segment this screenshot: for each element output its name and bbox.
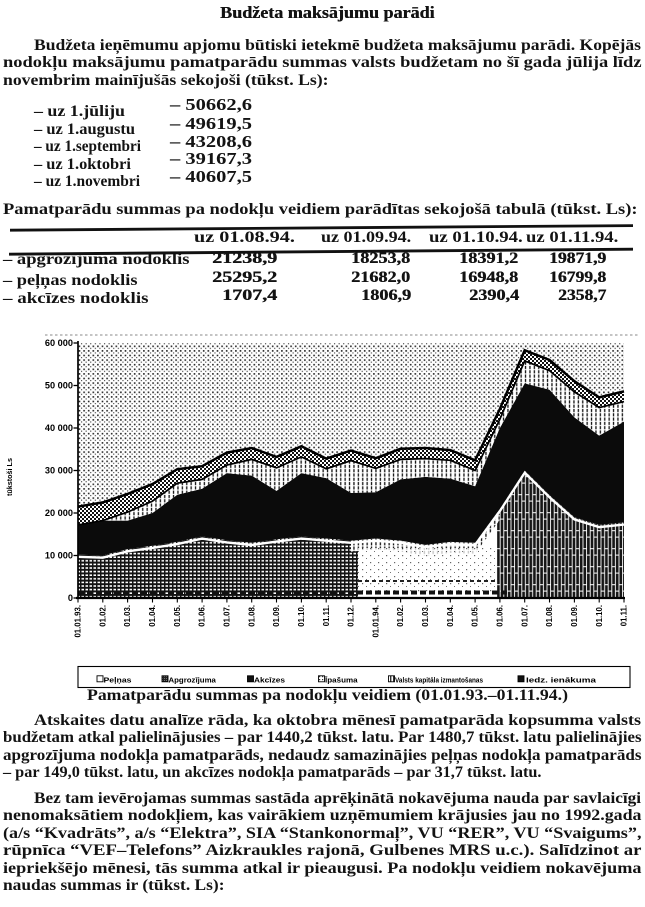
svg-text:tūkstoši Ls: tūkstoši Ls xyxy=(5,458,14,496)
svg-text:01.02.: 01.02. xyxy=(396,605,405,627)
svg-text:Peļņas: Peļņas xyxy=(104,675,132,684)
svg-text:01.06.: 01.06. xyxy=(496,605,505,627)
svg-text:Iedz. ienākuma: Iedz. ienākuma xyxy=(526,675,597,684)
svg-text:01.04.: 01.04. xyxy=(446,605,455,627)
svg-text:01.07.: 01.07. xyxy=(223,605,232,627)
svg-text:01.01.93.: 01.01.93. xyxy=(74,605,83,638)
svg-text:Akcīzes: Akcīzes xyxy=(254,675,285,684)
svg-text:01.12.: 01.12. xyxy=(347,605,356,627)
svg-text:10 000: 10 000 xyxy=(45,551,73,561)
svg-text:01.10.: 01.10. xyxy=(595,605,604,627)
svg-text:01.01.94.: 01.01.94. xyxy=(371,605,380,638)
svg-text:01.11.: 01.11. xyxy=(620,605,629,626)
svg-text:30 000: 30 000 xyxy=(45,466,73,476)
svg-text:20 000: 20 000 xyxy=(45,508,73,518)
svg-text:01.05.: 01.05. xyxy=(173,605,182,627)
svg-text:01.02.: 01.02. xyxy=(98,605,107,627)
svg-text:01.03.: 01.03. xyxy=(421,605,430,627)
svg-text:0: 0 xyxy=(68,593,73,603)
svg-text:01.08.: 01.08. xyxy=(247,605,256,627)
svg-text:40 000: 40 000 xyxy=(45,423,73,433)
svg-text:01.10.: 01.10. xyxy=(297,605,306,627)
svg-text:01.07.: 01.07. xyxy=(520,605,529,627)
svg-text:01.08.: 01.08. xyxy=(545,605,554,627)
svg-text:01.03.: 01.03. xyxy=(123,605,132,627)
svg-text:01.06.: 01.06. xyxy=(198,605,207,627)
svg-text:01.09.: 01.09. xyxy=(272,605,281,627)
svg-text:01.04.: 01.04. xyxy=(148,605,157,627)
svg-text:01.05.: 01.05. xyxy=(471,605,480,627)
svg-text:01.09.: 01.09. xyxy=(570,605,579,627)
svg-text:01.11.: 01.11. xyxy=(322,605,331,626)
svg-text:60 000: 60 000 xyxy=(45,338,73,348)
svg-text:Īpašuma: Īpašuma xyxy=(324,675,359,684)
svg-text:Apgrozījuma: Apgrozījuma xyxy=(169,675,217,684)
svg-text:Valsts kapitāla izmantošanas: Valsts kapitāla izmantošanas xyxy=(395,675,483,684)
svg-text:50 000: 50 000 xyxy=(45,381,73,391)
